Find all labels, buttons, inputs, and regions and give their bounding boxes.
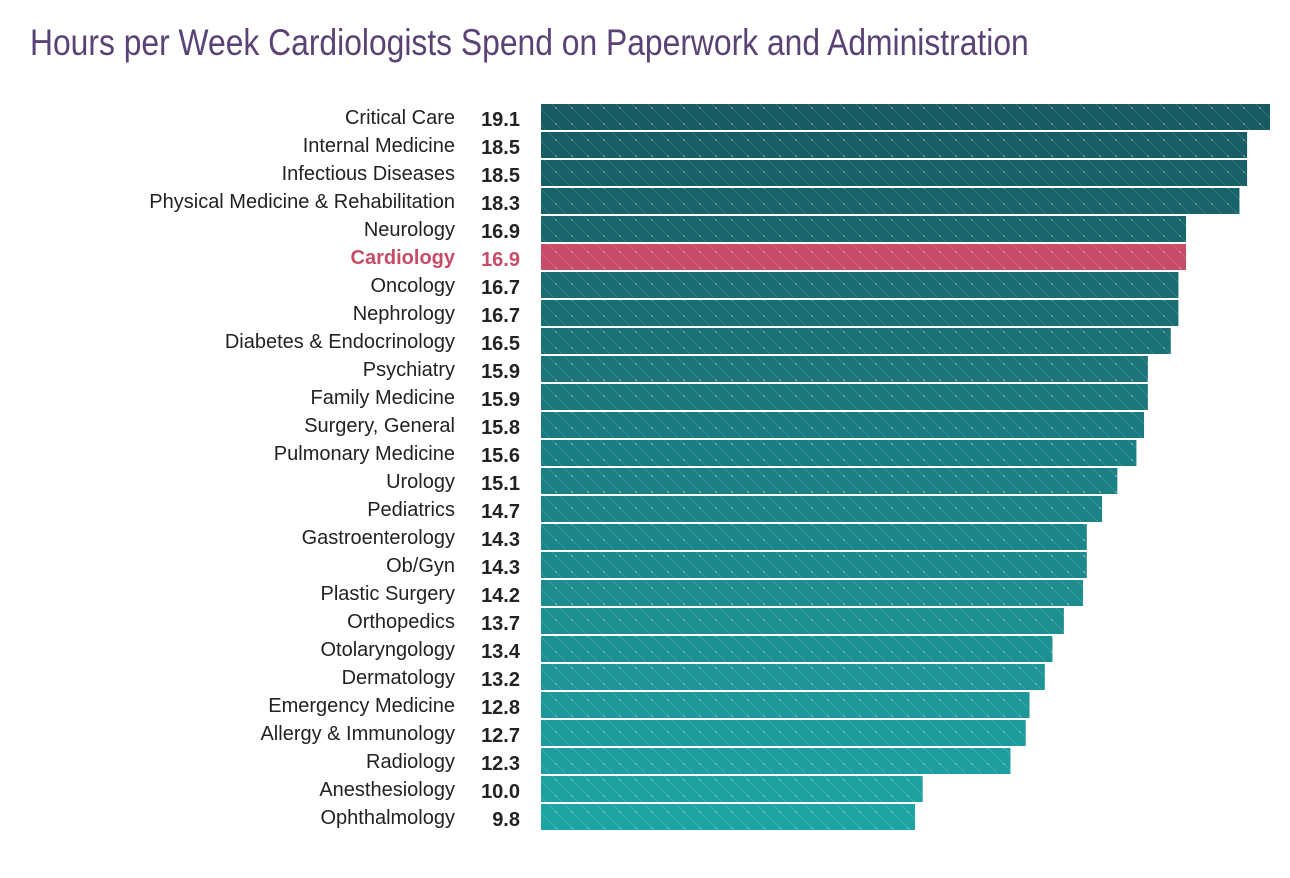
category-label: Family Medicine: [311, 387, 455, 409]
value-label: 19.1: [481, 109, 520, 131]
value-label: 14.3: [481, 557, 520, 579]
value-label: 18.3: [481, 193, 520, 215]
category-label: Diabetes & Endocrinology: [225, 331, 455, 353]
bar-texture: [541, 440, 1137, 466]
bar-texture: [541, 552, 1087, 578]
value-label: 16.5: [481, 333, 520, 355]
value-label: 13.7: [481, 613, 520, 635]
category-label: Allergy & Immunology: [260, 723, 455, 745]
category-label: Emergency Medicine: [268, 695, 455, 717]
bar-texture: [541, 132, 1248, 158]
bar-texture: [541, 580, 1083, 606]
value-label: 16.9: [481, 249, 520, 271]
value-label: 13.4: [481, 641, 521, 663]
category-label: Pediatrics: [367, 499, 455, 521]
category-label: Nephrology: [353, 303, 455, 325]
category-label: Cardiology: [351, 247, 456, 269]
category-label: Surgery, General: [304, 415, 455, 437]
value-label: 15.1: [481, 473, 520, 495]
category-label: Anesthesiology: [319, 779, 455, 801]
category-label: Critical Care: [345, 107, 455, 129]
value-label: 16.7: [481, 277, 520, 299]
bar-texture: [541, 496, 1103, 522]
value-label: 15.6: [481, 445, 520, 467]
bar-texture: [541, 608, 1064, 634]
bar-texture: [541, 748, 1011, 774]
bar-texture: [541, 636, 1053, 662]
value-label: 14.7: [481, 501, 520, 523]
value-label: 10.0: [481, 781, 520, 803]
value-label: 18.5: [481, 137, 520, 159]
value-label: 15.8: [481, 417, 520, 439]
value-label: 9.8: [492, 809, 520, 831]
bar-texture: [541, 692, 1030, 718]
value-label: 15.9: [481, 389, 520, 411]
category-label: Orthopedics: [347, 611, 455, 633]
bar-texture: [541, 412, 1145, 438]
category-label: Ob/Gyn: [386, 555, 455, 577]
bar-texture: [541, 356, 1148, 382]
bar-texture: [541, 216, 1187, 242]
value-label: 16.7: [481, 305, 520, 327]
category-label: Urology: [386, 471, 455, 493]
bar-texture: [541, 776, 923, 802]
category-label: Internal Medicine: [303, 135, 455, 157]
category-label: Gastroenterology: [302, 527, 455, 549]
bar-texture: [541, 804, 916, 830]
category-label: Psychiatry: [363, 359, 455, 381]
bar-texture: [541, 720, 1026, 746]
category-label: Pulmonary Medicine: [274, 443, 455, 465]
value-label: 13.2: [481, 669, 520, 691]
value-label: 12.7: [481, 725, 520, 747]
category-label: Physical Medicine & Rehabilitation: [149, 191, 455, 213]
value-label: 18.5: [481, 165, 520, 187]
bar-texture: [541, 384, 1148, 410]
category-label: Dermatology: [342, 667, 455, 689]
category-label: Otolaryngology: [320, 639, 455, 661]
bar-texture: [541, 104, 1270, 130]
bar-texture: [541, 664, 1045, 690]
category-label: Oncology: [371, 275, 456, 297]
category-label: Ophthalmology: [320, 807, 455, 829]
value-label: 12.3: [481, 753, 520, 775]
bar-texture: [541, 188, 1240, 214]
category-label: Plastic Surgery: [321, 583, 456, 605]
bar-texture: [541, 300, 1179, 326]
category-label: Radiology: [366, 751, 455, 773]
chart-title: Hours per Week Cardiologists Spend on Pa…: [30, 22, 1029, 63]
bar-texture: [541, 244, 1187, 270]
bar-texture: [541, 272, 1179, 298]
value-label: 14.2: [481, 585, 520, 607]
value-label: 15.9: [481, 361, 520, 383]
bar-texture: [541, 524, 1087, 550]
category-label: Neurology: [364, 219, 455, 241]
bar-texture: [541, 160, 1248, 186]
bar-texture: [541, 328, 1171, 354]
value-label: 16.9: [481, 221, 520, 243]
value-label: 12.8: [481, 697, 520, 719]
value-label: 14.3: [481, 529, 520, 551]
category-label: Infectious Diseases: [282, 163, 455, 185]
bar-texture: [541, 468, 1118, 494]
